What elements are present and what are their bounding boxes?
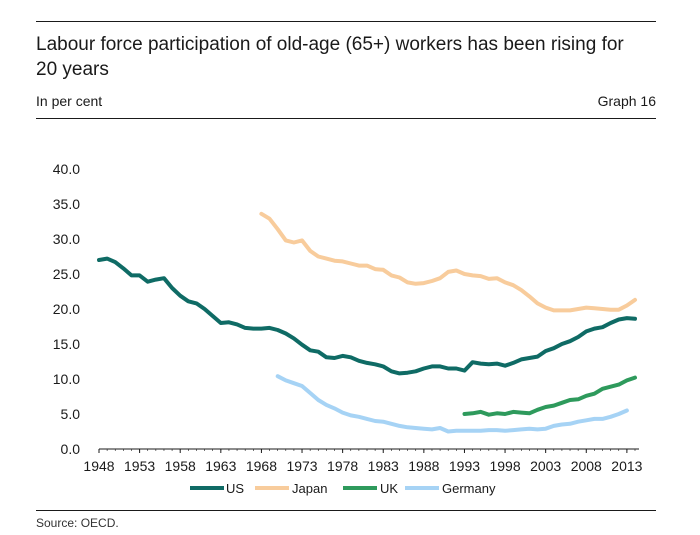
- chart-legend: US Japan UK Germany: [190, 481, 496, 496]
- legend-label-germany: Germany: [442, 481, 496, 496]
- y-tick-label: 0.0: [61, 441, 81, 457]
- series-line-germany: [275, 374, 629, 434]
- x-tick-label: 2008: [571, 458, 602, 474]
- x-tick-label: 1953: [124, 458, 155, 474]
- y-tick-label: 15.0: [53, 336, 80, 352]
- top-rule: [36, 21, 656, 22]
- y-tick-label: 20.0: [53, 301, 80, 317]
- chart-title: Labour force participation of old-age (6…: [36, 34, 624, 80]
- chart-series: [97, 211, 637, 434]
- y-tick-label: 40.0: [53, 161, 80, 177]
- legend-label-japan: Japan: [292, 481, 327, 496]
- x-tick-label: 1993: [449, 458, 480, 474]
- footer-rule: [36, 510, 656, 511]
- unit-label: In per cent: [36, 93, 103, 109]
- y-tick-label: 5.0: [61, 406, 81, 422]
- chart-axes: 0.0 5.0 10.0 15.0 20.0 25.0 30.0 35.0 40.0 1948 19…: [53, 161, 643, 474]
- x-tick-label: 2013: [611, 458, 642, 474]
- y-tick-label: 25.0: [53, 266, 80, 282]
- legend-label-uk: UK: [380, 481, 398, 496]
- series-line-japan: [259, 211, 637, 313]
- y-tick-label: 10.0: [53, 371, 80, 387]
- graph-number: Graph 16: [597, 93, 656, 109]
- header-rule: [36, 118, 656, 119]
- x-tick-label: 1983: [368, 458, 399, 474]
- series-line-uk: [462, 375, 637, 417]
- x-tick-label: 2003: [530, 458, 561, 474]
- x-tick-label: 1968: [246, 458, 277, 474]
- source-note: Source: OECD.: [36, 516, 119, 530]
- legend-label-us: US: [226, 481, 244, 496]
- x-tick-label: 1998: [489, 458, 520, 474]
- y-tick-label: 30.0: [53, 231, 80, 247]
- y-tick-label: 35.0: [53, 196, 80, 212]
- x-tick-label: 1973: [286, 458, 317, 474]
- x-tick-label: 1948: [83, 458, 114, 474]
- x-tick-label: 1988: [408, 458, 439, 474]
- x-tick-label: 1978: [327, 458, 358, 474]
- x-tick-label: 1963: [205, 458, 236, 474]
- series-line-us: [97, 256, 637, 376]
- x-tick-label: 1958: [165, 458, 196, 474]
